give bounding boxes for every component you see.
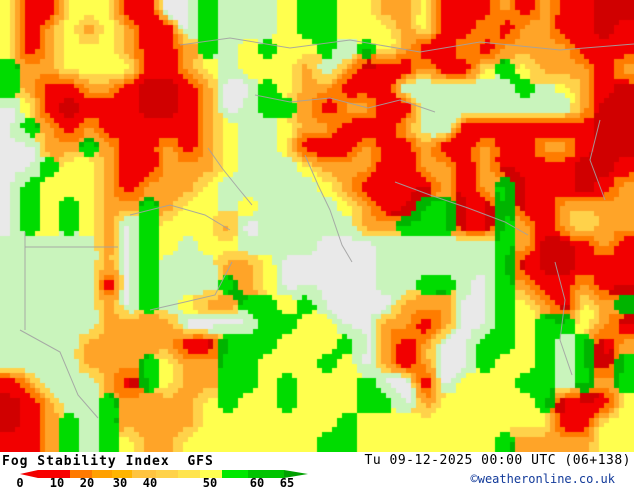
colorbar-segment	[70, 470, 92, 478]
colorbar-tick-label: 10	[49, 476, 65, 490]
colorbar-tick-label: 20	[79, 476, 95, 490]
colorbar-segment	[248, 470, 284, 478]
colorbar-segment	[112, 470, 132, 478]
colorbar-tick-label: 30	[112, 476, 128, 490]
colorbar-segment	[132, 470, 156, 478]
colorbar-segment	[222, 470, 248, 478]
colorbar-tick-label: 65	[279, 476, 295, 490]
map-title: Fog Stability Index GFS	[2, 454, 214, 469]
colorbar-left-arrow-icon	[20, 470, 38, 478]
fog-stability-map	[0, 0, 634, 452]
colorbar-tick-label: 60	[249, 476, 265, 490]
colorbar-segment	[156, 470, 178, 478]
colorbar-tick-label: 50	[202, 476, 218, 490]
colorbar-segment	[178, 470, 200, 478]
colorbar-tick-label: 40	[142, 476, 158, 490]
legend-colorbar	[20, 470, 308, 478]
colorbar-right-arrow-icon	[284, 470, 308, 478]
copyright-text: ©weatheronline.co.uk	[470, 472, 616, 486]
colorbar-segment	[92, 470, 112, 478]
forecast-timestamp: Tu 09-12-2025 00:00 UTC (06+138)	[364, 453, 631, 468]
colorbar-tick-label: 0	[16, 476, 24, 490]
colorbar-segment	[200, 470, 222, 478]
colorbar-segment	[38, 470, 70, 478]
